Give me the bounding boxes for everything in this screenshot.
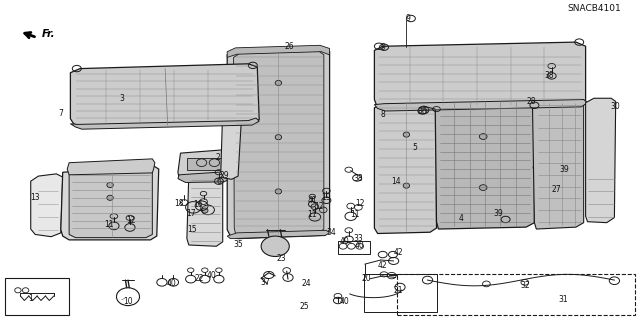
Polygon shape: [187, 171, 223, 246]
Text: 40: 40: [339, 237, 349, 246]
Text: Fr.: Fr.: [42, 29, 55, 40]
Text: 7: 7: [58, 109, 63, 118]
Text: 19: 19: [321, 193, 332, 202]
Polygon shape: [374, 100, 436, 234]
Text: 30: 30: [611, 102, 621, 111]
Polygon shape: [67, 159, 155, 175]
Text: 29: 29: [219, 171, 229, 180]
Text: 10: 10: [123, 297, 133, 306]
Bar: [5, 278, 69, 315]
Text: 40: 40: [355, 241, 365, 250]
Ellipse shape: [479, 185, 487, 190]
Polygon shape: [227, 48, 330, 239]
Text: 40: 40: [206, 271, 216, 280]
Text: 27: 27: [552, 185, 562, 194]
Text: 40: 40: [339, 297, 349, 306]
Text: 20: 20: [361, 274, 371, 283]
Text: 23: 23: [276, 254, 287, 263]
Text: 22: 22: [195, 274, 204, 283]
Text: 40: 40: [166, 279, 177, 288]
Polygon shape: [586, 98, 616, 223]
Text: 9: 9: [380, 43, 385, 52]
Polygon shape: [221, 105, 242, 179]
Text: 12: 12: [314, 202, 323, 211]
Polygon shape: [374, 42, 586, 108]
Text: 5: 5: [412, 143, 417, 152]
Text: 31: 31: [558, 295, 568, 304]
Ellipse shape: [202, 208, 208, 213]
Text: 42: 42: [393, 248, 403, 257]
Ellipse shape: [403, 183, 410, 188]
Text: 39: 39: [559, 165, 570, 174]
Text: 39: 39: [493, 209, 503, 218]
Polygon shape: [178, 172, 232, 182]
Text: 15: 15: [187, 225, 197, 234]
Text: 13: 13: [30, 193, 40, 202]
Text: 9: 9: [406, 14, 411, 23]
Ellipse shape: [261, 236, 289, 256]
Text: 11: 11: [308, 210, 317, 219]
Bar: [187, 158, 222, 170]
Polygon shape: [234, 51, 324, 234]
Ellipse shape: [275, 80, 282, 85]
Text: 12: 12: [127, 216, 136, 225]
Ellipse shape: [275, 189, 282, 194]
Text: 2: 2: [215, 153, 220, 162]
Bar: [397, 274, 635, 315]
Text: 4: 4: [458, 214, 463, 223]
Text: 6: 6: [216, 177, 221, 186]
Text: SNACB4101: SNACB4101: [567, 4, 621, 13]
Text: 36: 36: [417, 107, 428, 115]
Ellipse shape: [107, 195, 113, 200]
Text: 21: 21: [394, 286, 403, 295]
Bar: [338, 241, 370, 254]
Polygon shape: [435, 97, 534, 229]
Text: 11: 11: [104, 220, 113, 229]
Polygon shape: [227, 45, 330, 57]
Text: 14: 14: [390, 177, 401, 186]
Text: 8: 8: [380, 110, 385, 119]
Text: 18: 18: [175, 199, 184, 208]
Text: 38: 38: [353, 174, 364, 182]
Text: 11: 11: [351, 210, 360, 219]
Bar: [364, 274, 437, 312]
Text: 12: 12: [355, 199, 364, 208]
Text: 41: 41: [307, 196, 317, 205]
Ellipse shape: [403, 132, 410, 137]
Text: 34: 34: [326, 228, 337, 237]
Text: 26: 26: [284, 42, 294, 51]
Text: 16: 16: [193, 200, 204, 209]
Text: 42: 42: [378, 261, 388, 270]
Text: 33: 33: [353, 234, 364, 243]
Text: 25: 25: [299, 302, 309, 311]
Ellipse shape: [107, 182, 113, 188]
Polygon shape: [532, 99, 584, 229]
Ellipse shape: [479, 134, 487, 139]
Text: 38: 38: [544, 71, 554, 80]
Text: 28: 28: [527, 97, 536, 106]
Polygon shape: [70, 64, 259, 127]
Text: 3: 3: [119, 94, 124, 103]
Polygon shape: [374, 100, 588, 111]
Polygon shape: [178, 149, 236, 179]
Polygon shape: [69, 167, 152, 238]
Text: 17: 17: [186, 209, 196, 218]
Ellipse shape: [275, 135, 282, 140]
Text: 1: 1: [28, 294, 33, 303]
Text: 35: 35: [233, 241, 243, 249]
Polygon shape: [70, 118, 259, 129]
Polygon shape: [227, 230, 330, 239]
Text: 37: 37: [260, 278, 271, 287]
Polygon shape: [61, 166, 159, 240]
Polygon shape: [31, 174, 63, 237]
Text: 32: 32: [520, 281, 530, 290]
Text: 24: 24: [301, 279, 311, 288]
